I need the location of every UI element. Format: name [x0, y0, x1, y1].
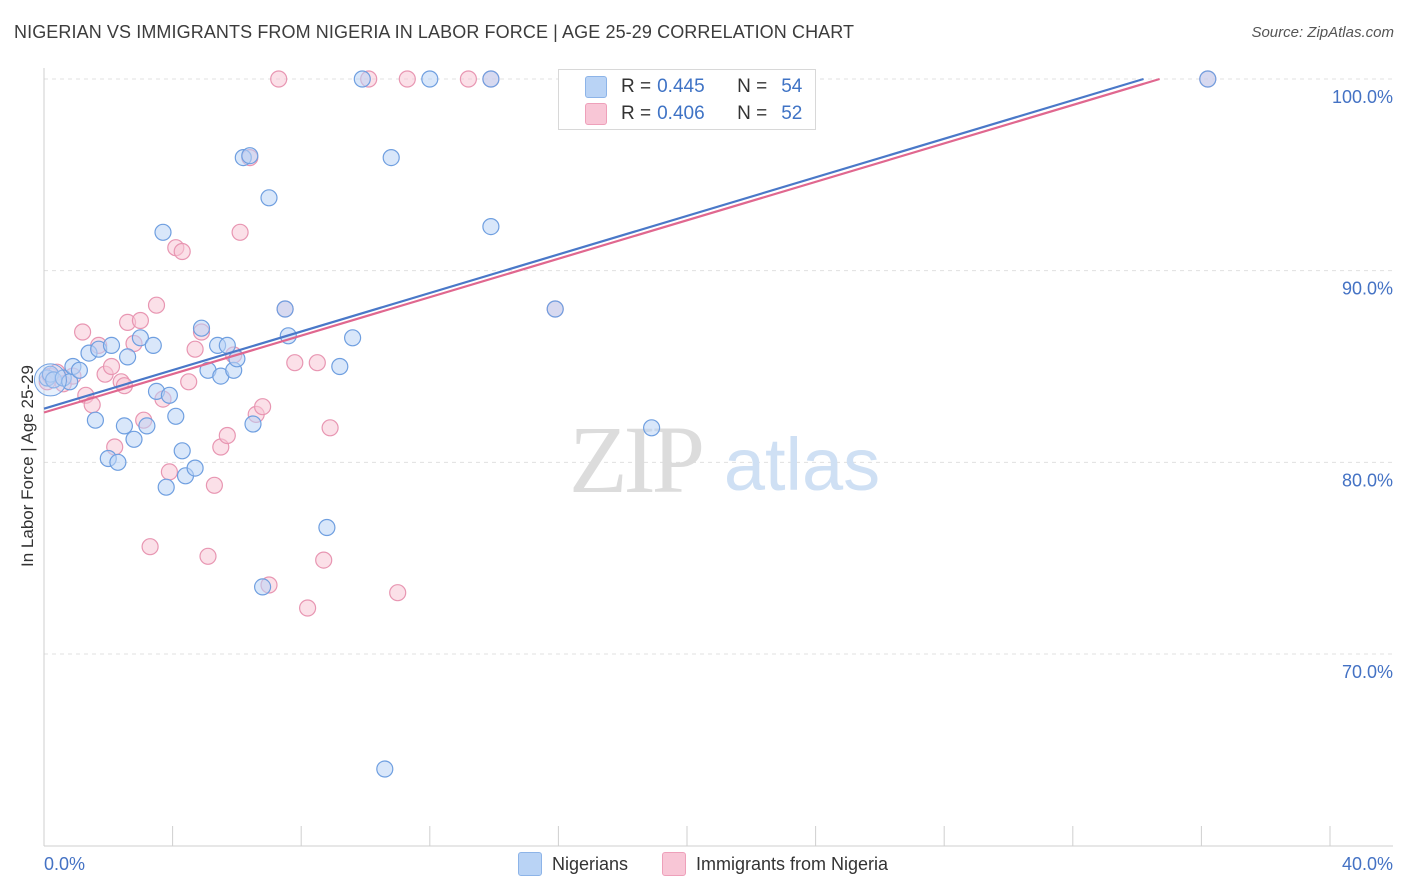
nigerian-point — [144, 336, 162, 354]
stats-n-label: N = — [737, 103, 768, 124]
nigerian-point — [421, 70, 439, 88]
immigrant-point — [398, 70, 416, 88]
points-layer — [33, 70, 1217, 778]
nigerian-point — [173, 442, 191, 460]
watermark-atlas: atlas — [724, 423, 880, 506]
immigrant-point — [231, 223, 249, 241]
stats-n-value: 54 — [781, 76, 803, 97]
nigerian-point — [276, 300, 294, 318]
nigerian-point — [376, 760, 394, 778]
immigrant-point — [199, 547, 217, 565]
immigrant-point — [315, 551, 333, 569]
nigerian-trend-line — [43, 77, 1144, 410]
nigerian-point — [125, 430, 143, 448]
immigrant-point — [286, 354, 304, 372]
legend-swatch-blue — [517, 852, 542, 876]
stats-row-immigrants: R = 0.406 N = 52 — [585, 101, 802, 127]
watermark: ZIP atlas — [569, 406, 880, 513]
immigrant-point — [389, 584, 407, 602]
nigerian-point — [154, 223, 172, 241]
stats-n-label: N = — [737, 76, 768, 97]
immigrant-point — [73, 323, 92, 341]
immigrant-point — [308, 354, 326, 372]
legend: Nigerians Immigrants from Nigeria — [0, 852, 1406, 876]
nigerian-point — [546, 300, 564, 318]
nigerian-point — [131, 329, 149, 347]
nigerian-point — [186, 459, 204, 477]
immigrant-trend-line — [43, 77, 1160, 414]
y-tick-label: 90.0% — [1342, 279, 1393, 299]
x-tick-label: 40.0% — [1342, 854, 1393, 874]
nigerian-point — [344, 329, 362, 347]
stats-swatch-blue — [585, 76, 607, 98]
immigrant-point — [205, 476, 223, 494]
nigerian-point — [244, 415, 262, 433]
trend-layer — [43, 77, 1160, 414]
nigerian-point — [70, 361, 89, 379]
immigrant-point — [173, 242, 191, 261]
axis-layer — [43, 68, 1393, 847]
legend-swatch-pink — [662, 852, 686, 876]
label-layer: 70.0% 80.0% 90.0% 100.0% 0.0% 40.0% — [44, 87, 1393, 874]
immigrant-point — [141, 538, 159, 556]
nigerian-point — [482, 218, 500, 236]
chart-title: NIGERIAN VS IMMIGRANTS FROM NIGERIA IN L… — [14, 22, 855, 42]
y-tick-label: 80.0% — [1342, 470, 1393, 490]
stats-r-label: R = — [621, 103, 652, 124]
nigerian-point — [318, 518, 336, 537]
immigrant-point — [102, 357, 121, 376]
legend-label-immigrants: Immigrants from Nigeria — [696, 853, 889, 874]
nigerian-point — [353, 70, 371, 88]
y-tick-label: 100.0% — [1332, 87, 1393, 107]
nigerian-point — [382, 149, 400, 167]
immigrant-point — [321, 419, 339, 437]
immigrant-point — [459, 70, 477, 88]
legend-item-nigerians[interactable]: Nigerians — [517, 852, 628, 876]
stats-r-value: 0.406 — [657, 103, 705, 124]
nigerian-point — [102, 336, 121, 354]
source-label: Source: ZipAtlas.com — [1251, 24, 1394, 41]
immigrant-point — [180, 373, 198, 391]
nigerian-point — [241, 147, 259, 165]
legend-label-nigerians: Nigerians — [551, 853, 628, 874]
nigerian-point — [331, 357, 349, 376]
nigerian-point — [254, 578, 272, 596]
immigrant-point — [299, 599, 317, 617]
immigrant-point — [218, 426, 236, 445]
nigerian-point — [192, 319, 211, 337]
x-tick-label: 0.0% — [44, 854, 85, 874]
y-tick-label: 70.0% — [1342, 662, 1393, 682]
nigerian-point — [482, 70, 500, 88]
nigerian-point — [1199, 70, 1217, 88]
cluster-point — [33, 363, 67, 397]
y-axis-title: In Labor Force | Age 25-29 — [18, 365, 37, 567]
nigerian-point — [642, 419, 661, 437]
stats-r-label: R = — [621, 76, 652, 97]
nigerian-point — [115, 417, 134, 435]
nigerian-point — [138, 417, 156, 435]
nigerian-point — [109, 453, 127, 471]
nigerian-point — [86, 411, 105, 429]
nigerian-point — [160, 386, 178, 404]
stats-row-nigerians: R = 0.445 N = 54 — [585, 74, 802, 100]
immigrant-point — [131, 311, 149, 330]
stats-r-value: 0.445 — [657, 76, 705, 97]
stats-swatch-pink — [585, 103, 607, 125]
immigrant-point — [147, 296, 166, 314]
nigerian-point — [260, 189, 278, 207]
nigerian-point — [167, 407, 185, 425]
immigrant-point — [186, 340, 204, 358]
nigerian-point — [157, 478, 175, 496]
immigrant-point — [270, 70, 288, 88]
nigerian-point — [118, 348, 137, 366]
immigrant-point — [254, 398, 272, 416]
immigrant-point — [160, 463, 178, 481]
watermark-zip: ZIP — [569, 406, 702, 513]
stats-box: R = 0.445 N = 54 R = 0.406 N = 52 — [558, 69, 816, 130]
stats-n-value: 52 — [781, 103, 803, 124]
legend-item-immigrants[interactable]: Immigrants from Nigeria — [662, 852, 888, 876]
